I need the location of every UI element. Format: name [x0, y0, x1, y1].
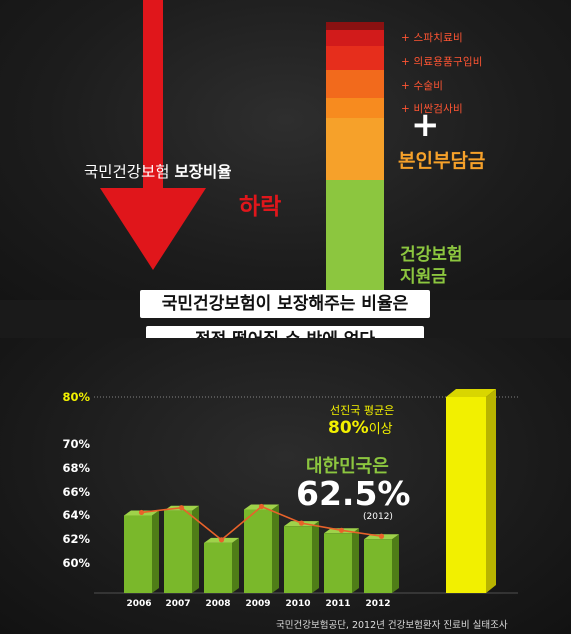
stack-segment-surgery	[326, 70, 384, 98]
stack-segment-tests	[326, 98, 384, 118]
comparison-bar-top	[446, 389, 496, 397]
top-illustration	[100, 0, 384, 290]
korea-year-note: (2012)	[363, 512, 393, 522]
x-tick-label: 2010	[285, 599, 311, 609]
advanced-avg-number: 80%	[328, 418, 369, 438]
advanced-avg-suffix: 이상	[368, 422, 393, 437]
bar-2010	[284, 526, 312, 593]
stack-segment-out-of-pocket	[326, 118, 384, 180]
cost-stack	[326, 22, 384, 290]
trend-point-2009	[258, 503, 265, 510]
source-note: 국민건강보험공단, 2012년 건강보험환자 진료비 실태조사	[276, 620, 508, 631]
trend-dots	[138, 503, 385, 543]
top-panel	[0, 0, 571, 300]
insurance-label-line2: 지원금	[400, 267, 447, 287]
out-of-pocket-label: 본인부담금	[398, 150, 486, 172]
caption-line1: 국민건강보험이 보장해주는 비율은	[140, 290, 430, 318]
bar-side	[352, 528, 359, 593]
y-tick-label: 60%	[62, 556, 90, 570]
y-tick-label: 68%	[62, 461, 90, 475]
y-tick-label: 70%	[62, 437, 90, 451]
trend-point-2007	[178, 505, 185, 511]
bar-side	[312, 521, 319, 593]
x-tick-label: 2006	[126, 599, 152, 609]
insurance-label-line1: 건강보험	[400, 245, 463, 265]
trend-point-2010	[298, 520, 305, 526]
stack-segment-supplies	[326, 46, 384, 70]
bar-side	[272, 504, 279, 593]
y-tick-label: 66%	[62, 485, 90, 499]
x-tick-label: 2009	[245, 599, 271, 609]
plus-sign: +	[411, 105, 440, 145]
trend-point-2011	[338, 527, 345, 533]
comparison-bar	[446, 389, 496, 593]
y-tick-label: 80%	[62, 390, 90, 404]
stack-segment-insurance	[326, 180, 384, 290]
stack-label-surgery: + 수술비	[401, 80, 444, 92]
trend-point-2008	[218, 537, 225, 543]
stack-label-tests: + 비싼검사비	[401, 103, 463, 115]
x-tick-label: 2008	[205, 599, 231, 609]
decline-arrow	[100, 0, 206, 270]
stack-label-supplies: + 의료용품구입비	[401, 56, 483, 68]
comparison-bar-front	[446, 397, 486, 593]
advanced-avg-label: 선진국 평균은	[330, 404, 395, 417]
trend-point-2012	[378, 533, 385, 539]
coverage-title: 국민건강보험 보장비율	[84, 160, 232, 182]
bar-2006	[124, 515, 152, 593]
bar-side	[192, 505, 199, 593]
trend-point-2006	[138, 509, 145, 516]
y-tick-label: 64%	[62, 508, 90, 522]
advanced-avg-value: 80%이상	[328, 418, 393, 438]
stack-label-spa: + 스파치료비	[401, 32, 463, 44]
korea-value: 62.5%	[296, 474, 411, 513]
decline-label: 하락	[239, 194, 282, 220]
stack-cap	[326, 22, 384, 32]
korea-label: 대한민국은	[306, 456, 389, 477]
bar-side	[392, 534, 399, 593]
coverage-title-normal: 국민건강보험	[84, 163, 170, 181]
stack-segment-spa	[326, 30, 384, 46]
coverage-title-bold: 보장비율	[174, 163, 232, 181]
bar-2007	[164, 510, 192, 593]
comparison-bar-side	[486, 389, 496, 593]
bar-2012	[364, 539, 392, 593]
bar-group	[124, 504, 399, 593]
x-tick-label: 2007	[165, 599, 191, 609]
x-tick-label: 2012	[365, 599, 391, 609]
bar-side	[152, 510, 159, 593]
bar-2008	[204, 542, 232, 593]
x-tick-label: 2011	[325, 599, 351, 609]
bar-2009	[244, 509, 272, 593]
bar-side	[232, 537, 239, 593]
bar-2011	[324, 533, 352, 593]
y-tick-label: 62%	[62, 532, 90, 546]
